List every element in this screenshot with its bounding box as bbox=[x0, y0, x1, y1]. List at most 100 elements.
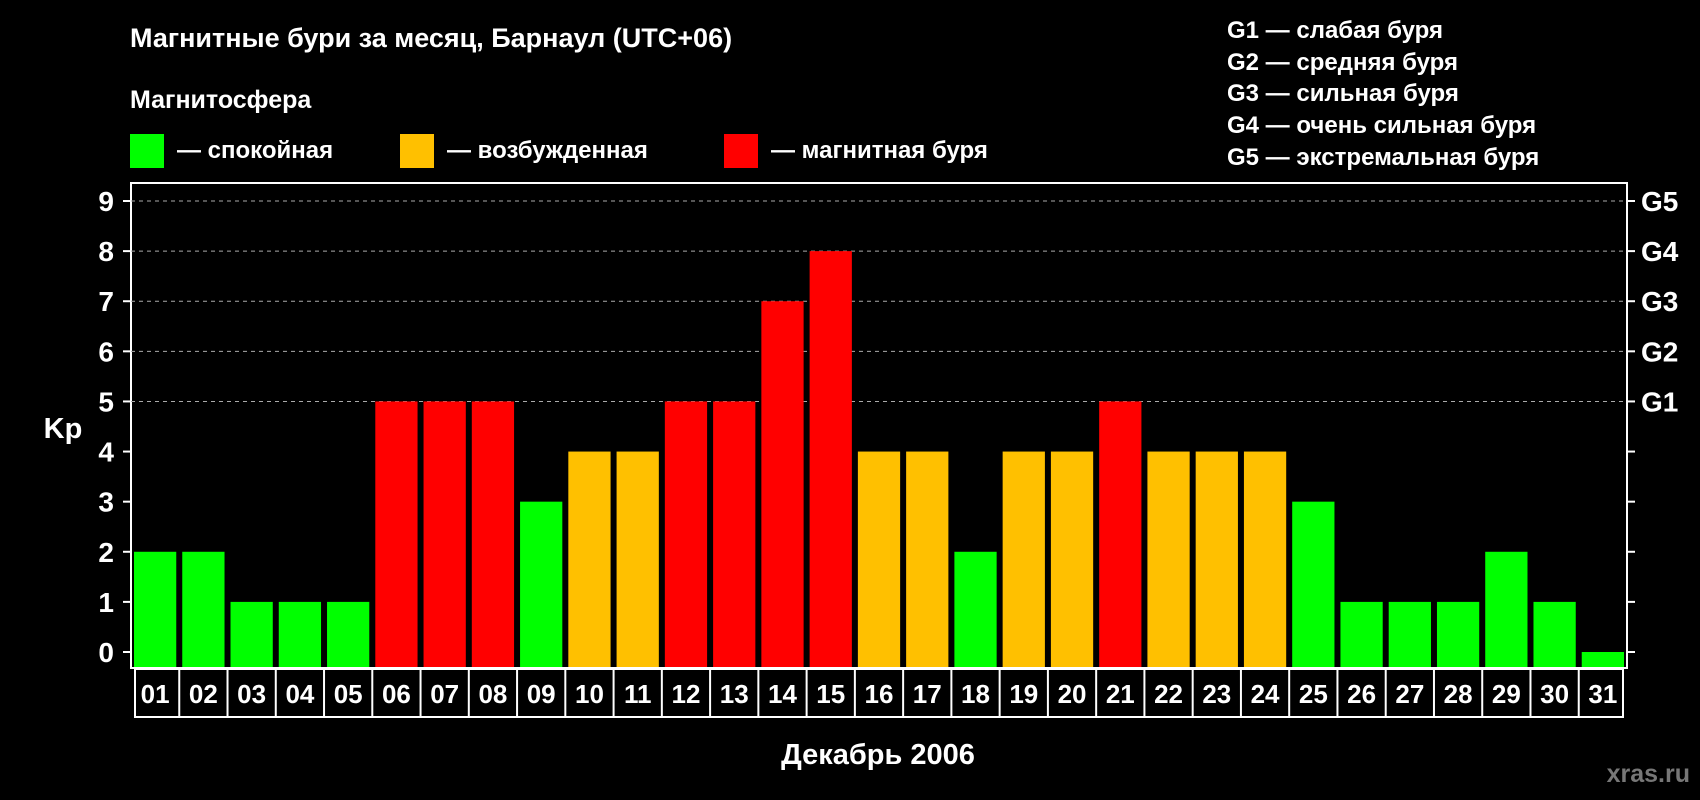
storm-scale-g4: G4 — очень сильная буря bbox=[1227, 112, 1536, 139]
x-tick-label: 05 bbox=[334, 679, 363, 709]
legend-swatch-active bbox=[400, 134, 434, 168]
bar-13 bbox=[713, 401, 756, 667]
bar-01 bbox=[134, 551, 177, 667]
x-tick-label: 21 bbox=[1106, 679, 1135, 709]
bar-26 bbox=[1340, 601, 1383, 667]
y-tick-label: 6 bbox=[98, 336, 114, 367]
bar-30 bbox=[1533, 601, 1576, 667]
x-tick-label: 12 bbox=[672, 679, 701, 709]
x-tick-label: 16 bbox=[865, 679, 894, 709]
storm-scale-legend: G1 — слабая буря G2 — средняя буря G3 — … bbox=[1227, 17, 1539, 171]
y-tick-label: 8 bbox=[98, 236, 114, 267]
bar-07 bbox=[423, 401, 466, 667]
grid-lines bbox=[131, 200, 1627, 402]
x-tick-label: 01 bbox=[141, 679, 170, 709]
y-axis-label: Kp bbox=[44, 413, 83, 445]
legend-swatch-quiet bbox=[130, 134, 164, 168]
bar-17 bbox=[906, 451, 949, 667]
bar-02 bbox=[182, 551, 225, 667]
storm-scale-g1: G1 — слабая буря bbox=[1227, 17, 1443, 44]
x-tick-label: 10 bbox=[575, 679, 604, 709]
y-axis-left: 0 1 2 3 4 5 6 7 8 9 bbox=[98, 186, 131, 668]
bars bbox=[134, 251, 1624, 667]
y-tick-label: 1 bbox=[98, 587, 114, 618]
bar-24 bbox=[1243, 451, 1287, 667]
y-tick-label: 0 bbox=[98, 637, 114, 668]
chart-title: Магнитные бури за месяц, Барнаул (UTC+06… bbox=[130, 23, 732, 53]
x-tick-label: 20 bbox=[1058, 679, 1087, 709]
watermark: xras.ru bbox=[1607, 760, 1690, 788]
x-tick-label: 17 bbox=[913, 679, 942, 709]
bar-29 bbox=[1485, 551, 1528, 667]
x-tick-label: 26 bbox=[1347, 679, 1376, 709]
bar-25 bbox=[1292, 501, 1335, 667]
bar-21 bbox=[1099, 401, 1142, 667]
y-tick-label: 5 bbox=[98, 386, 114, 417]
bar-04 bbox=[278, 601, 322, 667]
x-axis-labels: 01 02 03 04 05 06 07 08 09 10 11 12 13 14 15 16 17 18 19 20… bbox=[134, 668, 1624, 718]
bar-14 bbox=[761, 301, 804, 667]
x-axis-label: Декабрь 2006 bbox=[781, 739, 975, 771]
x-tick-label: 03 bbox=[237, 679, 266, 709]
bar-10 bbox=[568, 451, 611, 667]
x-tick-label: 27 bbox=[1395, 679, 1424, 709]
storm-scale-g5: G5 — экстремальная буря bbox=[1227, 144, 1539, 171]
right-tick-label: G5 bbox=[1641, 186, 1678, 217]
bar-27 bbox=[1388, 601, 1431, 667]
storm-scale-g2: G2 — средняя буря bbox=[1227, 49, 1458, 76]
bar-06 bbox=[375, 401, 418, 667]
legend-label-storm: — магнитная буря bbox=[771, 137, 988, 164]
legend-label-quiet: — спокойная bbox=[177, 137, 333, 164]
x-tick-label: 04 bbox=[285, 679, 314, 709]
legend-swatch-storm bbox=[724, 134, 758, 168]
bar-08 bbox=[471, 401, 515, 667]
right-tick-label: G1 bbox=[1641, 386, 1678, 417]
bar-09 bbox=[520, 501, 563, 667]
right-tick-label: G3 bbox=[1641, 286, 1678, 317]
x-tick-label: 06 bbox=[382, 679, 411, 709]
legend: — спокойная — возбужденная — магнитная б… bbox=[130, 134, 988, 168]
y-tick-label: 9 bbox=[98, 186, 114, 217]
y-tick-label: 2 bbox=[98, 537, 114, 568]
x-tick-label: 28 bbox=[1444, 679, 1473, 709]
x-tick-label: 25 bbox=[1299, 679, 1328, 709]
legend-label-active: — возбужденная bbox=[447, 137, 648, 164]
bar-16 bbox=[857, 451, 901, 667]
x-tick-label: 22 bbox=[1154, 679, 1183, 709]
x-tick-label: 31 bbox=[1588, 679, 1617, 709]
x-tick-label: 19 bbox=[1009, 679, 1038, 709]
legend-title: Магнитосфера bbox=[130, 86, 312, 114]
bar-20 bbox=[1050, 451, 1094, 667]
x-tick-label: 23 bbox=[1202, 679, 1231, 709]
y-axis-right: G1 G2 G3 G4 G5 bbox=[1627, 186, 1679, 653]
right-tick-label: G4 bbox=[1641, 236, 1679, 267]
x-tick-label: 29 bbox=[1492, 679, 1521, 709]
y-tick-label: 7 bbox=[98, 286, 114, 317]
y-tick-label: 4 bbox=[98, 437, 114, 468]
bar-31 bbox=[1581, 652, 1624, 667]
bar-23 bbox=[1195, 451, 1238, 667]
bar-18 bbox=[954, 551, 997, 667]
x-tick-label: 30 bbox=[1540, 679, 1569, 709]
x-tick-label: 11 bbox=[624, 679, 652, 709]
x-tick-label: 15 bbox=[816, 679, 845, 709]
bar-11 bbox=[616, 451, 659, 667]
bar-15 bbox=[809, 251, 852, 667]
x-tick-label: 13 bbox=[720, 679, 749, 709]
x-tick-label: 08 bbox=[478, 679, 507, 709]
x-tick-label: 24 bbox=[1251, 679, 1280, 709]
x-tick-label: 02 bbox=[189, 679, 218, 709]
x-tick-label: 09 bbox=[527, 679, 556, 709]
x-tick-label: 07 bbox=[430, 679, 459, 709]
x-label-frame bbox=[134, 668, 1624, 718]
right-tick-label: G2 bbox=[1641, 336, 1678, 367]
bar-19 bbox=[1002, 451, 1045, 667]
x-tick-label: 18 bbox=[961, 679, 990, 709]
bar-12 bbox=[664, 401, 708, 667]
x-tick-label: 14 bbox=[768, 679, 797, 709]
bar-05 bbox=[327, 601, 370, 667]
bar-03 bbox=[230, 601, 273, 667]
storm-scale-g3: G3 — сильная буря bbox=[1227, 80, 1459, 107]
